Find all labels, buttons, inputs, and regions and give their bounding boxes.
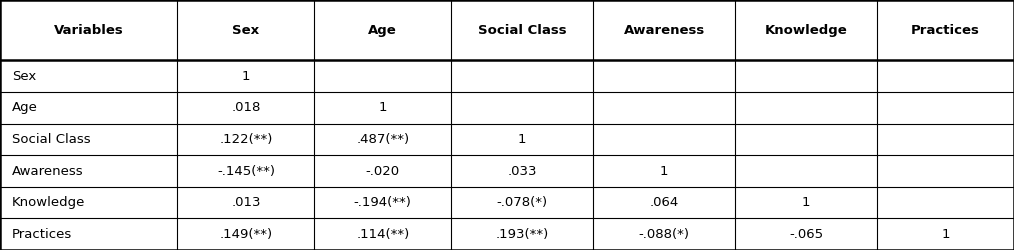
Text: Social Class: Social Class <box>478 24 567 37</box>
Text: 1: 1 <box>241 70 250 83</box>
Text: .064: .064 <box>650 196 678 209</box>
Text: Practices: Practices <box>912 24 980 37</box>
Text: .033: .033 <box>507 164 537 177</box>
Text: -.145(**): -.145(**) <box>217 164 275 177</box>
Text: Awareness: Awareness <box>624 24 705 37</box>
Text: Sex: Sex <box>232 24 260 37</box>
Text: Knowledge: Knowledge <box>765 24 848 37</box>
Text: .122(**): .122(**) <box>219 133 273 146</box>
Text: .193(**): .193(**) <box>496 228 549 241</box>
Text: -.020: -.020 <box>366 164 400 177</box>
Text: -.065: -.065 <box>789 228 823 241</box>
Text: Knowledge: Knowledge <box>12 196 85 209</box>
Text: 1: 1 <box>660 164 668 177</box>
Text: 1: 1 <box>802 196 810 209</box>
Text: Age: Age <box>12 101 39 114</box>
Text: Awareness: Awareness <box>12 164 84 177</box>
Text: Practices: Practices <box>12 228 72 241</box>
Text: Social Class: Social Class <box>12 133 91 146</box>
Text: .149(**): .149(**) <box>219 228 273 241</box>
Text: .018: .018 <box>231 101 261 114</box>
Text: .487(**): .487(**) <box>356 133 410 146</box>
Text: -.078(*): -.078(*) <box>497 196 548 209</box>
Text: 1: 1 <box>518 133 526 146</box>
Text: -.088(*): -.088(*) <box>639 228 690 241</box>
Text: 1: 1 <box>941 228 950 241</box>
Text: -.194(**): -.194(**) <box>354 196 412 209</box>
Text: Age: Age <box>368 24 397 37</box>
Text: Sex: Sex <box>12 70 37 83</box>
Text: Variables: Variables <box>54 24 124 37</box>
Text: .013: .013 <box>231 196 261 209</box>
Text: .114(**): .114(**) <box>356 228 410 241</box>
Text: 1: 1 <box>378 101 387 114</box>
